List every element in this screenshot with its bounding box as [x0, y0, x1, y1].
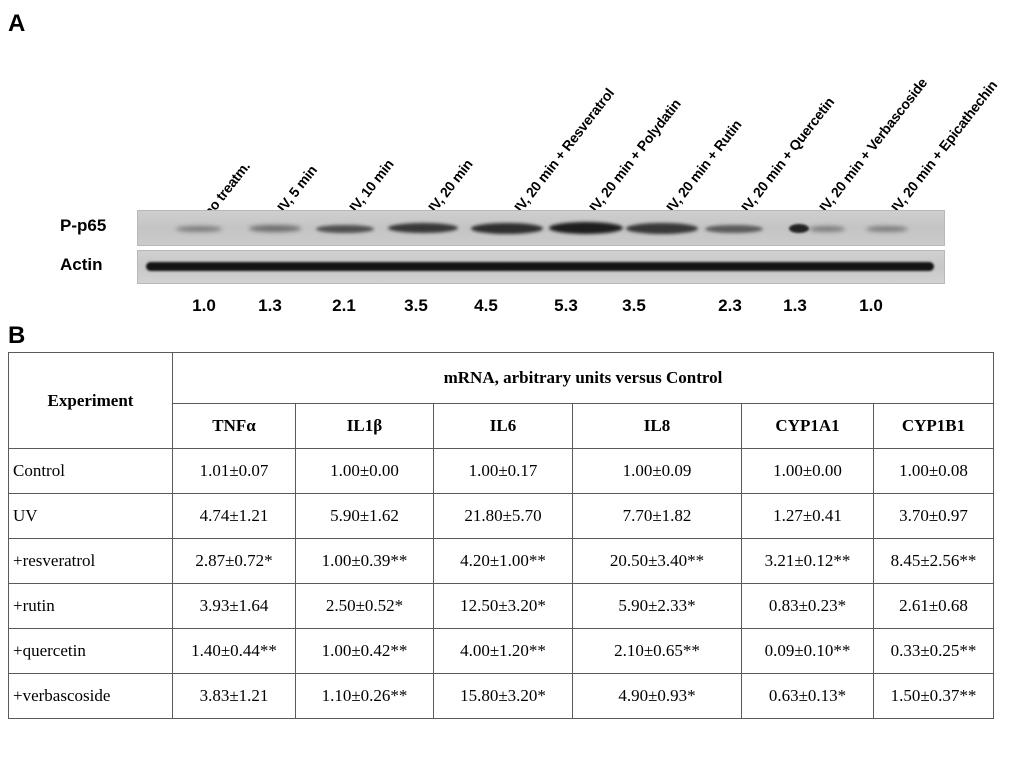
- row-experiment: Control: [8, 448, 173, 494]
- table-cell: 1.40±0.44**: [172, 628, 296, 674]
- table-cell: 2.61±0.68: [873, 583, 994, 629]
- table-cell: 12.50±3.20*: [433, 583, 573, 629]
- quantification-value: 3.5: [404, 296, 428, 315]
- blot-strip-pp65: [137, 210, 945, 246]
- table-cell: 1.00±0.39**: [295, 538, 434, 584]
- table-cell: 1.00±0.00: [295, 448, 434, 494]
- table-cell: 3.21±0.12**: [741, 538, 874, 584]
- quantification-value: 1.3: [783, 296, 807, 315]
- table-cell: 1.10±0.26**: [295, 673, 434, 719]
- band: [146, 262, 934, 271]
- lane-label: UV, 20 min + Rutin: [659, 116, 745, 220]
- column-header: IL1β: [295, 403, 434, 449]
- band: [809, 226, 845, 232]
- column-header: TNFα: [172, 403, 296, 449]
- band: [471, 223, 543, 234]
- table-cell: 1.00±0.42**: [295, 628, 434, 674]
- band: [316, 225, 374, 233]
- table-cell: 4.74±1.21: [172, 493, 296, 539]
- table-cell: 7.70±1.82: [572, 493, 742, 539]
- table-cell: 2.10±0.65**: [572, 628, 742, 674]
- band: [626, 223, 698, 234]
- quantification-value: 3.5: [622, 296, 646, 315]
- table-cell: 21.80±5.70: [433, 493, 573, 539]
- table-cell: 0.09±0.10**: [741, 628, 874, 674]
- table-cell: 1.01±0.07: [172, 448, 296, 494]
- table-row: Control 1.01±0.07 1.00±0.00 1.00±0.17 1.…: [8, 448, 994, 494]
- column-header: CYP1B1: [873, 403, 994, 449]
- table-cell: 4.90±0.93*: [572, 673, 742, 719]
- table-row: +resveratrol 2.87±0.72* 1.00±0.39** 4.20…: [8, 538, 994, 584]
- table-row: +verbascoside 3.83±1.21 1.10±0.26** 15.8…: [8, 673, 994, 719]
- panel-a-letter: A: [8, 10, 26, 37]
- row-experiment: +rutin: [8, 583, 173, 629]
- band: [705, 225, 763, 233]
- mrna-table: Experiment mRNA, arbitrary units versus …: [8, 352, 994, 719]
- table-cell: 1.00±0.17: [433, 448, 573, 494]
- table-cell: 5.90±1.62: [295, 493, 434, 539]
- column-header: IL6: [433, 403, 573, 449]
- table-cell: 3.70±0.97: [873, 493, 994, 539]
- table-cell: 1.00±0.08: [873, 448, 994, 494]
- table-cell: 8.45±2.56**: [873, 538, 994, 584]
- table-cell: 0.63±0.13*: [741, 673, 874, 719]
- table-cell: 1.50±0.37**: [873, 673, 994, 719]
- table-cell: 0.83±0.23*: [741, 583, 874, 629]
- band: [249, 225, 301, 232]
- blot-label-pp65: P-p65: [60, 216, 107, 235]
- blot-strip-actin: [137, 250, 945, 284]
- quantification-value: 1.0: [859, 296, 883, 315]
- table-cell: 3.83±1.21: [172, 673, 296, 719]
- row-experiment: UV: [8, 493, 173, 539]
- row-experiment: +verbascoside: [8, 673, 173, 719]
- row-experiment: +quercetin: [8, 628, 173, 674]
- table-cell: 1.00±0.00: [741, 448, 874, 494]
- row-experiment: +resveratrol: [8, 538, 173, 584]
- panel-b-letter: B: [8, 322, 26, 349]
- table-cell: 2.87±0.72*: [172, 538, 296, 584]
- header-mrna-group: mRNA, arbitrary units versus Control: [172, 352, 994, 404]
- table-cell: 4.20±1.00**: [433, 538, 573, 584]
- band: [549, 222, 623, 234]
- header-experiment: Experiment: [8, 352, 173, 449]
- quantification-value: 4.5: [474, 296, 498, 315]
- quantification-value: 2.3: [718, 296, 742, 315]
- column-header: CYP1A1: [741, 403, 874, 449]
- table-cell: 1.27±0.41: [741, 493, 874, 539]
- blot-label-actin: Actin: [60, 255, 103, 274]
- band: [789, 224, 809, 233]
- column-header: IL8: [572, 403, 742, 449]
- table-cell: 2.50±0.52*: [295, 583, 434, 629]
- table-row: +rutin 3.93±1.64 2.50±0.52* 12.50±3.20* …: [8, 583, 994, 629]
- table-cell: 0.33±0.25**: [873, 628, 994, 674]
- band: [388, 223, 458, 233]
- table-cell: 1.00±0.09: [572, 448, 742, 494]
- table-cell: 5.90±2.33*: [572, 583, 742, 629]
- band: [866, 226, 908, 232]
- quantification-value: 1.0: [192, 296, 216, 315]
- table-cell: 3.93±1.64: [172, 583, 296, 629]
- table-cell: 20.50±3.40**: [572, 538, 742, 584]
- table-cell: 15.80±3.20*: [433, 673, 573, 719]
- quantification-value: 2.1: [332, 296, 356, 315]
- table-cell: 4.00±1.20**: [433, 628, 573, 674]
- table-row: +quercetin 1.40±0.44** 1.00±0.42** 4.00±…: [8, 628, 994, 674]
- quantification-value: 5.3: [554, 296, 578, 315]
- table-row: UV 4.74±1.21 5.90±1.62 21.80±5.70 7.70±1…: [8, 493, 994, 539]
- quantification-value: 1.3: [258, 296, 282, 315]
- band: [176, 226, 222, 232]
